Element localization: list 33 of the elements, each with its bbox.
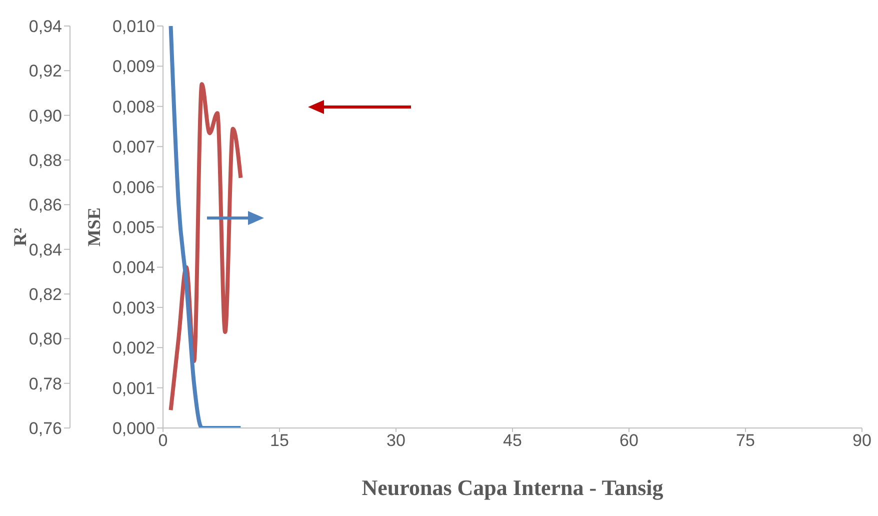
y2-tick-label: 0,006 <box>112 178 155 197</box>
y-tick-label: 0,92 <box>28 62 62 81</box>
x-tick-label: 45 <box>503 431 522 450</box>
y-tick-label: 0,88 <box>28 151 62 170</box>
y2-tick-label: 0,000 <box>112 419 155 438</box>
y2-tick-label: 0,008 <box>112 97 155 116</box>
x-axis-title: Neuronas Capa Interna - Tansig <box>362 475 664 500</box>
x-tick-label: 30 <box>386 431 406 450</box>
y-tick-label: 0,84 <box>28 240 62 260</box>
y2-tick-label: 0,010 <box>112 17 155 36</box>
y-tick-label: 0,76 <box>28 419 62 438</box>
y2-tick-label: 0,007 <box>112 138 155 157</box>
y-tick-label: 0,78 <box>28 374 62 394</box>
line-series <box>168 82 243 412</box>
y-tick-label: 0,90 <box>28 106 62 126</box>
y2-tick-label: 0,004 <box>112 258 155 278</box>
x-tick-label: 0 <box>158 431 168 450</box>
y2-tick-label: 0,001 <box>112 378 155 398</box>
y2-tick-label: 0,009 <box>112 57 155 76</box>
x-tick-label: 75 <box>736 431 755 450</box>
x-tick-label: 60 <box>620 431 638 450</box>
y2-tick-label: 0,003 <box>112 298 155 318</box>
y-tick-label: 0,80 <box>28 330 62 349</box>
x-tick-label: 90 <box>852 431 872 450</box>
y2-tick-label: 0,005 <box>112 218 155 238</box>
y-tick-label: 0,86 <box>28 196 62 215</box>
y2-axis-title: MSE <box>84 207 104 247</box>
line-series <box>168 26 243 428</box>
x-tick-label: 15 <box>270 431 289 450</box>
y2-tick-label: 0,002 <box>112 338 155 358</box>
y-axis-title: R² <box>10 228 30 246</box>
y-tick-label: 0,82 <box>28 285 62 304</box>
y-tick-label: 0,94 <box>28 17 62 36</box>
